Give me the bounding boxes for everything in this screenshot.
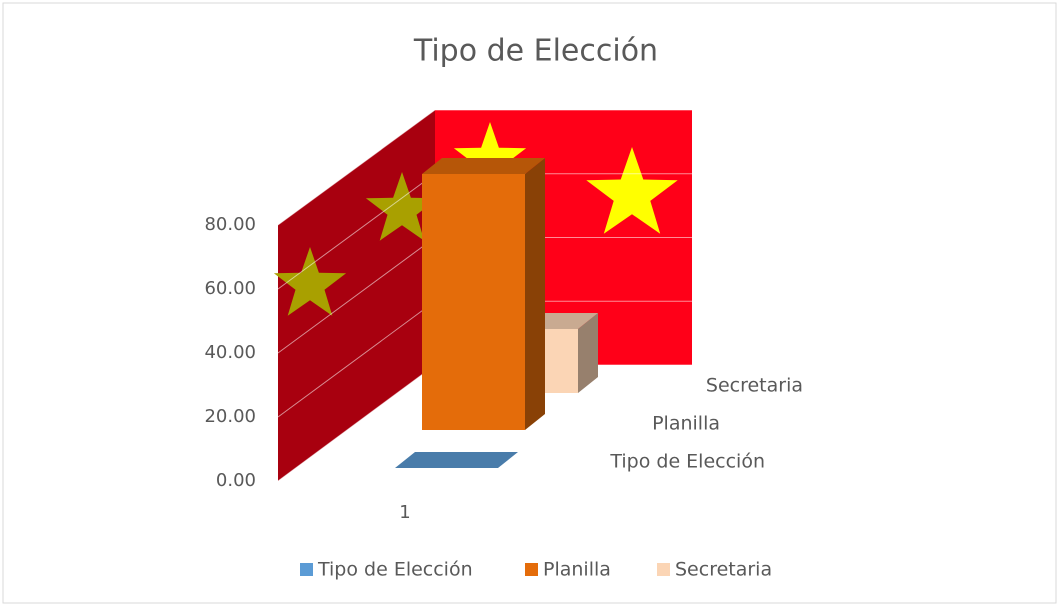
x-tick-label: 1 xyxy=(399,502,410,523)
chart-title: Tipo de Elección xyxy=(413,34,658,69)
legend-swatch xyxy=(300,563,313,576)
depth-tick-label: Secretaria xyxy=(706,375,803,397)
bar-top xyxy=(395,452,518,468)
legend-label: Tipo de Elección xyxy=(317,559,473,581)
wall-stars xyxy=(273,122,678,316)
y-tick-label: 40.00 xyxy=(204,342,256,363)
legend-swatch xyxy=(657,563,670,576)
y-tick-label: 80.00 xyxy=(204,214,256,235)
star xyxy=(365,172,439,241)
bar xyxy=(422,174,525,430)
depth-tick-label: Tipo de Elección xyxy=(609,451,765,473)
star xyxy=(453,122,527,191)
y-tick-label: 0.00 xyxy=(216,470,256,491)
y-tick-label: 60.00 xyxy=(204,278,256,299)
bar-top xyxy=(422,158,545,174)
y-tick-label: 20.00 xyxy=(204,406,256,427)
depth-tick-label: Planilla xyxy=(652,413,720,435)
bars xyxy=(395,158,598,468)
star xyxy=(586,147,678,234)
bar-side xyxy=(578,313,598,393)
grid-line xyxy=(277,109,692,226)
legend-label: Secretaria xyxy=(675,559,772,581)
bar-side xyxy=(525,158,545,430)
star xyxy=(273,247,347,316)
legend-swatch xyxy=(525,563,538,576)
legend-label: Planilla xyxy=(543,559,611,581)
legend: Tipo de Elección Planilla Secretaria xyxy=(300,559,772,581)
